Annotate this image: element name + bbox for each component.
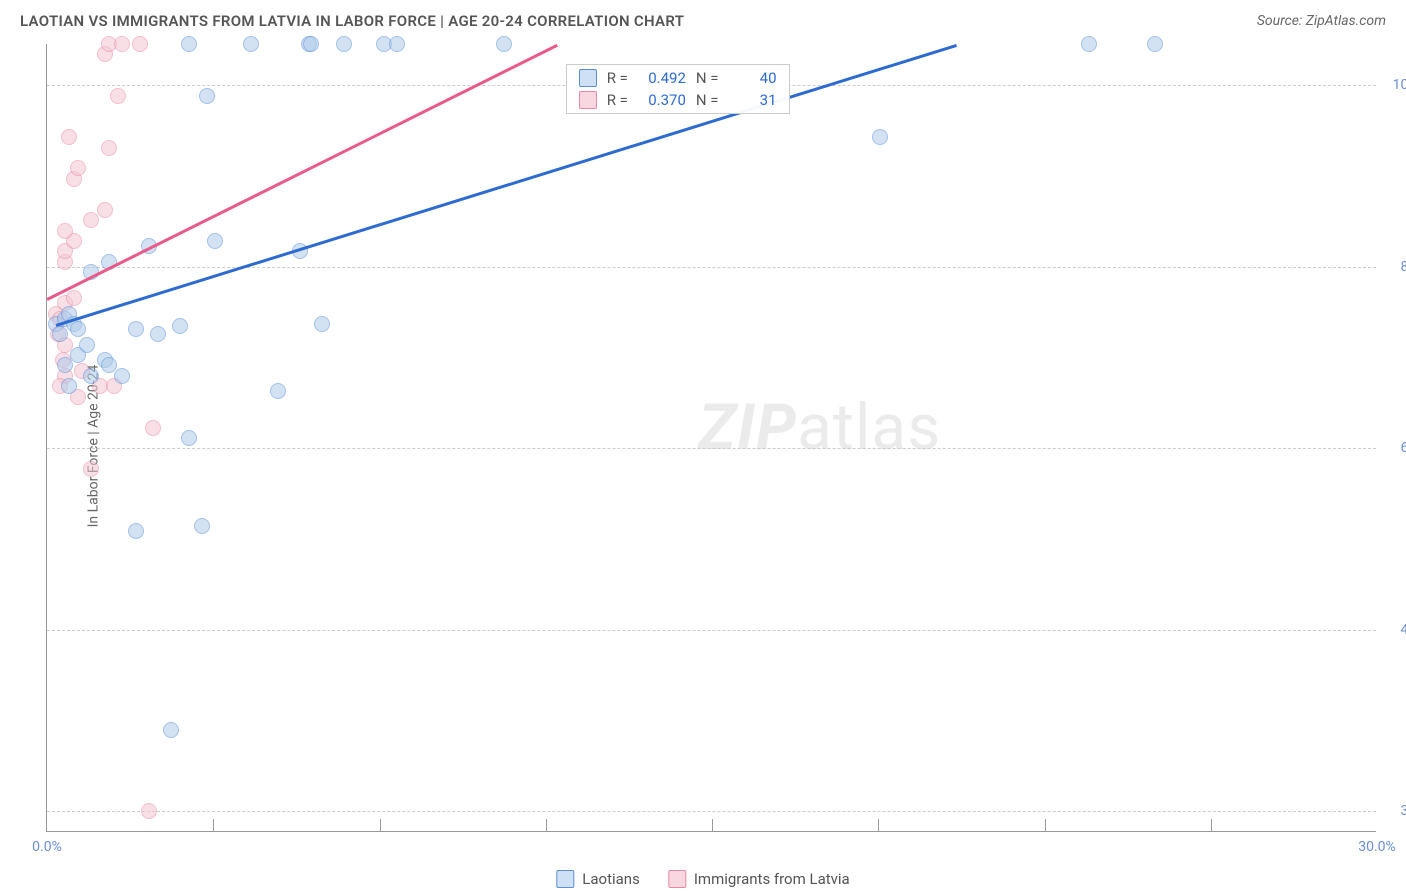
stat-r-value: 0.370 bbox=[638, 91, 686, 109]
scatter-point-blue bbox=[163, 722, 179, 738]
scatter-point-blue bbox=[1081, 36, 1097, 52]
scatter-point-blue bbox=[389, 36, 405, 52]
x-minor-tick bbox=[213, 819, 214, 831]
scatter-point-blue bbox=[52, 326, 68, 342]
x-minor-tick bbox=[1045, 819, 1046, 831]
scatter-point-blue bbox=[1147, 36, 1163, 52]
chart-header: LAOTIAN VS IMMIGRANTS FROM LATVIA IN LAB… bbox=[0, 0, 1406, 36]
scatter-point-blue bbox=[172, 318, 188, 334]
scatter-point-pink bbox=[83, 461, 99, 477]
scatter-point-blue bbox=[79, 337, 95, 353]
y-tick-label: 82.5% bbox=[1382, 259, 1406, 275]
stat-n-label: N = bbox=[696, 69, 719, 87]
scatter-point-blue bbox=[199, 88, 215, 104]
scatter-point-blue bbox=[314, 316, 330, 332]
stat-r-value: 0.492 bbox=[638, 69, 686, 87]
scatter-point-pink bbox=[141, 803, 157, 819]
legend-item-laotians: Laotians bbox=[556, 870, 640, 888]
chart-legend: Laotians Immigrants from Latvia bbox=[556, 870, 849, 888]
scatter-point-pink bbox=[110, 88, 126, 104]
x-tick-label: 30.0% bbox=[1358, 839, 1396, 855]
x-minor-tick bbox=[878, 819, 879, 831]
stats-swatch-pink bbox=[579, 91, 597, 109]
x-minor-tick bbox=[546, 819, 547, 831]
x-minor-tick bbox=[380, 819, 381, 831]
scatter-point-pink bbox=[145, 420, 161, 436]
gridline-horizontal bbox=[47, 448, 1376, 449]
stat-n-value: 40 bbox=[729, 69, 777, 87]
stats-swatch-blue bbox=[579, 69, 597, 87]
stat-n-label: N = bbox=[696, 91, 719, 109]
legend-item-latvia: Immigrants from Latvia bbox=[668, 870, 850, 888]
stats-box: R = 0.492 N = 40 R = 0.370 N = 31 bbox=[566, 64, 790, 114]
x-minor-tick bbox=[712, 819, 713, 831]
scatter-point-pink bbox=[83, 212, 99, 228]
scatter-point-blue bbox=[181, 430, 197, 446]
y-tick-label: 47.5% bbox=[1382, 622, 1406, 638]
scatter-point-blue bbox=[150, 326, 166, 342]
scatter-point-blue bbox=[270, 383, 286, 399]
stats-row-blue: R = 0.492 N = 40 bbox=[567, 67, 789, 89]
scatter-point-blue bbox=[57, 357, 73, 373]
scatter-point-blue bbox=[194, 518, 210, 534]
scatter-point-pink bbox=[101, 140, 117, 156]
chart-source: Source: ZipAtlas.com bbox=[1257, 13, 1386, 29]
legend-label: Laotians bbox=[582, 870, 640, 888]
scatter-point-blue bbox=[61, 378, 77, 394]
y-tick-label: 30.0% bbox=[1382, 803, 1406, 819]
scatter-point-pink bbox=[97, 202, 113, 218]
scatter-point-blue bbox=[114, 368, 130, 384]
x-tick-label: 0.0% bbox=[32, 839, 62, 855]
scatter-point-pink bbox=[114, 36, 130, 52]
scatter-point-blue bbox=[872, 129, 888, 145]
scatter-point-blue bbox=[207, 233, 223, 249]
stat-r-label: R = bbox=[607, 91, 628, 109]
watermark: ZIPatlas bbox=[698, 390, 941, 465]
chart-title: LAOTIAN VS IMMIGRANTS FROM LATVIA IN LAB… bbox=[20, 12, 684, 30]
y-tick-label: 65.0% bbox=[1382, 440, 1406, 456]
scatter-point-pink bbox=[70, 160, 86, 176]
scatter-point-pink bbox=[132, 36, 148, 52]
x-minor-tick bbox=[1211, 819, 1212, 831]
scatter-point-blue bbox=[83, 368, 99, 384]
scatter-point-blue bbox=[181, 36, 197, 52]
y-tick-label: 100.0% bbox=[1382, 77, 1406, 93]
scatter-point-blue bbox=[70, 321, 86, 337]
gridline-horizontal bbox=[47, 811, 1376, 812]
trend-line-pink bbox=[46, 44, 557, 300]
stats-row-pink: R = 0.370 N = 31 bbox=[567, 89, 789, 111]
scatter-point-blue bbox=[496, 36, 512, 52]
scatter-point-blue bbox=[128, 523, 144, 539]
scatter-point-blue bbox=[336, 36, 352, 52]
scatter-point-pink bbox=[61, 129, 77, 145]
chart-plot-area: ZIPatlas 100.0%82.5%65.0%47.5%30.0%0.0%3… bbox=[46, 44, 1376, 832]
scatter-point-pink bbox=[66, 290, 82, 306]
scatter-point-blue bbox=[243, 36, 259, 52]
scatter-point-blue bbox=[128, 321, 144, 337]
scatter-point-blue bbox=[303, 36, 319, 52]
legend-swatch-blue bbox=[556, 870, 574, 888]
gridline-horizontal bbox=[47, 630, 1376, 631]
scatter-point-pink bbox=[57, 223, 73, 239]
legend-swatch-pink bbox=[668, 870, 686, 888]
legend-label: Immigrants from Latvia bbox=[694, 870, 850, 888]
stat-r-label: R = bbox=[607, 69, 628, 87]
stat-n-value: 31 bbox=[729, 91, 777, 109]
